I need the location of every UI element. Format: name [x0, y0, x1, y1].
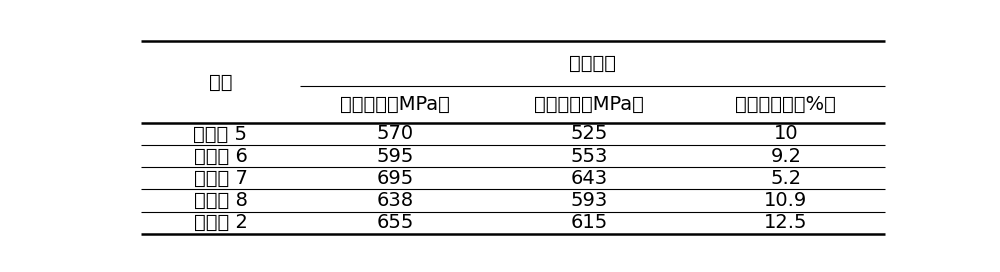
Text: 10: 10 [774, 125, 798, 144]
Text: 抗拉强度（MPa）: 抗拉强度（MPa） [340, 95, 450, 114]
Text: 638: 638 [377, 191, 414, 210]
Text: 570: 570 [377, 125, 414, 144]
Text: 对比例 8: 对比例 8 [194, 191, 247, 210]
Text: 695: 695 [377, 169, 414, 188]
Text: 593: 593 [570, 191, 607, 210]
Text: 643: 643 [570, 169, 607, 188]
Text: 实施例 2: 实施例 2 [194, 213, 247, 232]
Text: 655: 655 [377, 213, 414, 232]
Text: 553: 553 [570, 147, 607, 166]
Text: 力学性能: 力学性能 [569, 54, 616, 73]
Text: 12.5: 12.5 [764, 213, 808, 232]
Text: 状态: 状态 [209, 72, 232, 91]
Text: 断后伸长率（%）: 断后伸长率（%） [735, 95, 836, 114]
Text: 525: 525 [570, 125, 607, 144]
Text: 615: 615 [570, 213, 607, 232]
Text: 对比例 6: 对比例 6 [194, 147, 247, 166]
Text: 595: 595 [377, 147, 414, 166]
Text: 对比例 7: 对比例 7 [194, 169, 247, 188]
Text: 9.2: 9.2 [770, 147, 801, 166]
Text: 10.9: 10.9 [764, 191, 808, 210]
Text: 对比例 5: 对比例 5 [193, 125, 247, 144]
Text: 屈服强度（MPa）: 屈服强度（MPa） [534, 95, 644, 114]
Text: 5.2: 5.2 [770, 169, 801, 188]
